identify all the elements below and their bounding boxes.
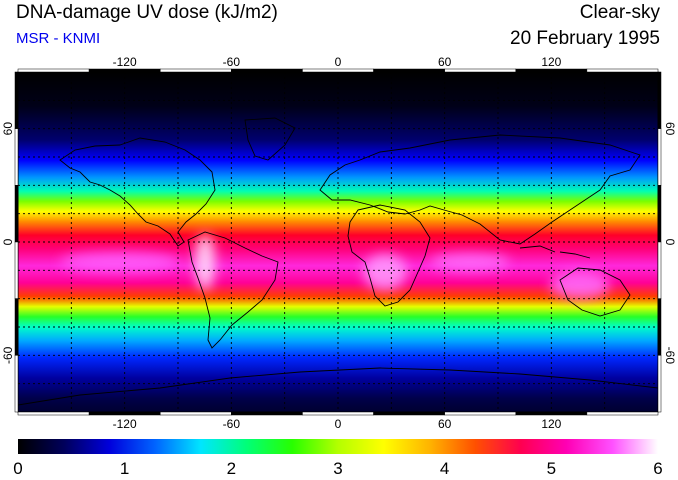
frame-bar-bottom xyxy=(302,411,374,416)
frame-bar-bottom xyxy=(515,411,588,416)
lat-tick-label: 0 xyxy=(663,239,677,246)
lon-tick-label: 120 xyxy=(541,55,561,69)
frame-bar-top xyxy=(302,68,374,73)
lat-tick-label: 60 xyxy=(1,122,15,136)
lon-tick-label: 60 xyxy=(438,55,452,69)
frame-bar-right xyxy=(657,71,662,129)
frame-bar-bottom xyxy=(17,411,90,416)
colorbar-labels: 0 1 2 3 4 5 6 xyxy=(13,459,662,478)
frame-bar-top xyxy=(586,68,659,73)
longitude-labels-bottom: -120 -60 0 60 120 xyxy=(113,417,562,431)
frame-bar-bottom xyxy=(586,411,659,416)
frame-bar-right xyxy=(657,128,662,186)
latitude-labels-right: 60 0 -60 xyxy=(663,122,677,364)
colorbar-tick-label: 5 xyxy=(547,459,556,478)
graticule xyxy=(18,72,658,412)
frame-bar-left xyxy=(14,241,19,299)
colorbar-tick-label: 1 xyxy=(120,459,129,478)
frame-bar-top xyxy=(17,68,90,73)
frame-bar-left xyxy=(14,355,19,413)
latitude-labels-left: 60 0 -60 xyxy=(1,122,15,364)
date-label: 20 February 1995 xyxy=(510,28,660,49)
coastlines xyxy=(18,117,658,406)
frame-bar-top xyxy=(88,68,161,73)
lat-tick-label: -60 xyxy=(663,347,677,365)
source-label: MSR - KNMI xyxy=(16,30,101,47)
frame-bar-bottom xyxy=(88,411,161,416)
map-frame-ticks xyxy=(14,68,662,416)
lon-tick-label: -120 xyxy=(113,55,137,69)
frame-bar-top xyxy=(515,68,588,73)
lon-tick-label: 0 xyxy=(335,417,342,431)
colorbar-tick-label: 4 xyxy=(440,459,449,478)
frame-bar-left xyxy=(14,71,19,129)
frame-bar-bottom xyxy=(231,411,303,416)
frame-bar-right xyxy=(657,241,662,299)
longitude-labels-top: -120 -60 0 60 120 xyxy=(113,55,562,69)
frame-bar-bottom xyxy=(373,411,445,416)
frame-bar-right xyxy=(657,185,662,243)
lat-tick-label: -60 xyxy=(1,346,15,364)
frame-bar-right xyxy=(657,298,662,356)
colorbar-tick-label: 6 xyxy=(653,459,662,478)
lon-tick-label: 0 xyxy=(335,55,342,69)
colorbar-tick-label: 2 xyxy=(227,459,236,478)
lat-tick-label: 60 xyxy=(663,122,677,136)
lon-tick-label: -60 xyxy=(223,55,241,69)
lon-tick-label: 120 xyxy=(541,417,561,431)
frame-bar-left xyxy=(14,128,19,186)
lon-tick-label: -60 xyxy=(223,417,241,431)
frame-bar-top xyxy=(231,68,303,73)
frame-bar-top xyxy=(373,68,445,73)
frame-bar-top xyxy=(444,68,517,73)
lon-tick-label: -120 xyxy=(113,417,137,431)
colorbar-tick-label: 0 xyxy=(13,459,22,478)
colorbar xyxy=(18,439,658,454)
frame-bar-bottom xyxy=(159,411,232,416)
frame-bar-right xyxy=(657,355,662,413)
colorbar-tick-label: 3 xyxy=(333,459,342,478)
sky-condition-label: Clear-sky xyxy=(579,2,660,23)
frame-bar-left xyxy=(14,185,19,243)
frame-bar-top xyxy=(159,68,232,73)
frame-bar-bottom xyxy=(444,411,517,416)
frame-bar-left xyxy=(14,298,19,356)
map-title: DNA-damage UV dose (kJ/m2) xyxy=(16,2,278,23)
lat-tick-label: 0 xyxy=(1,238,15,245)
lon-tick-label: 60 xyxy=(438,417,452,431)
